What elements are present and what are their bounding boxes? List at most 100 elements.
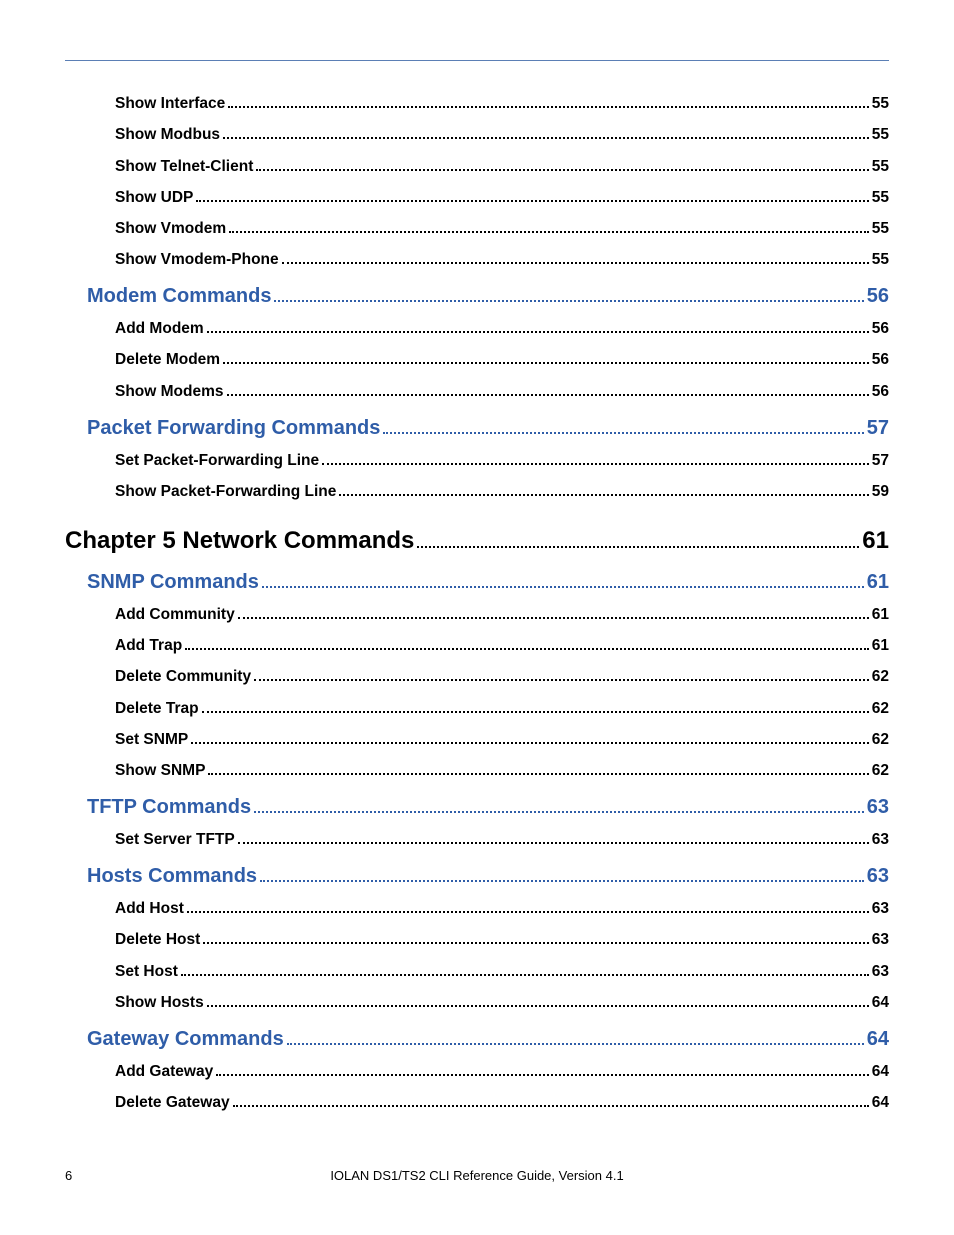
toc-label: Show Telnet-Client: [115, 158, 253, 176]
toc-page-number: 63: [872, 831, 889, 849]
toc-page-number: 57: [867, 417, 889, 440]
toc-leader-dots: [260, 865, 864, 882]
toc-leader-dots: [228, 95, 869, 108]
toc-leader-dots: [203, 931, 868, 944]
toc-container: Show Interface 55 Show Modbus 55 Show Telnet…: [65, 95, 889, 1165]
toc-entry[interactable]: Packet Forwarding Commands 57: [87, 417, 889, 440]
toc-page-number: 61: [862, 527, 889, 555]
toc-page-number: 62: [872, 731, 889, 749]
toc-label: Show Vmodem: [115, 220, 226, 238]
toc-entry[interactable]: Modem Commands 56: [87, 285, 889, 308]
toc-leader-dots: [238, 606, 869, 619]
toc-page-number: 62: [872, 762, 889, 780]
toc-entry[interactable]: Set Host63: [115, 962, 889, 980]
toc-entry[interactable]: Show UDP55: [115, 189, 889, 207]
toc-entry[interactable]: Delete Community 62: [115, 668, 889, 686]
toc-entry[interactable]: SNMP Commands 61: [87, 571, 889, 594]
toc-entry[interactable]: Delete Host 63: [115, 931, 889, 949]
toc-page-number: 59: [872, 483, 889, 501]
toc-entry[interactable]: Show Hosts64: [115, 994, 889, 1012]
toc-label: Add Host: [115, 900, 184, 918]
toc-page-number: 55: [872, 126, 889, 144]
toc-page-number: 63: [872, 900, 889, 918]
toc-label: TFTP Commands: [87, 796, 251, 819]
toc-leader-dots: [181, 962, 869, 975]
toc-leader-dots: [339, 483, 868, 496]
toc-entry[interactable]: Delete Modem 56: [115, 351, 889, 369]
toc-label: Delete Modem: [115, 351, 220, 369]
toc-entry[interactable]: Show Modems 56: [115, 382, 889, 400]
toc-label: Set Host: [115, 963, 178, 981]
toc-entry[interactable]: Delete Gateway64: [115, 1094, 889, 1112]
toc-label: Show Interface: [115, 95, 225, 113]
toc-page-number: 56: [872, 351, 889, 369]
toc-page-number: 55: [872, 220, 889, 238]
toc-entry[interactable]: Chapter 5 Network Commands61: [65, 527, 889, 555]
toc-page-number: 55: [872, 251, 889, 269]
toc-leader-dots: [216, 1063, 869, 1076]
toc-label: Set SNMP: [115, 731, 188, 749]
toc-label: Delete Host: [115, 931, 200, 949]
toc-page-number: 62: [872, 668, 889, 686]
toc-entry[interactable]: Show Packet-Forwarding Line59: [115, 483, 889, 501]
toc-page-number: 56: [867, 285, 889, 308]
toc-entry[interactable]: Set Packet-Forwarding Line 57: [115, 452, 889, 470]
toc-label: Delete Gateway: [115, 1094, 230, 1112]
toc-entry[interactable]: Hosts Commands63: [87, 865, 889, 888]
toc-page-number: 55: [872, 95, 889, 113]
toc-leader-dots: [208, 762, 868, 775]
toc-entry[interactable]: Add Trap61: [115, 637, 889, 655]
toc-page-number: 63: [872, 931, 889, 949]
toc-label: Add Gateway: [115, 1063, 213, 1081]
toc-entry[interactable]: Show SNMP 62: [115, 762, 889, 780]
footer: 6 IOLAN DS1/TS2 CLI Reference Guide, Ver…: [65, 1165, 889, 1185]
toc-entry[interactable]: Add Community 61: [115, 606, 889, 624]
page: Show Interface 55 Show Modbus 55 Show Telnet…: [0, 0, 954, 1235]
toc-entry[interactable]: TFTP Commands 63: [87, 796, 889, 819]
toc-leader-dots: [229, 220, 869, 233]
toc-entry[interactable]: Delete Trap 62: [115, 699, 889, 717]
toc-page-number: 61: [872, 606, 889, 624]
toc-entry[interactable]: Add Host 63: [115, 900, 889, 918]
toc-entry[interactable]: Add Modem 56: [115, 320, 889, 338]
toc-leader-dots: [287, 1028, 864, 1045]
toc-leader-dots: [202, 699, 869, 712]
toc-entry[interactable]: Show Interface 55: [115, 95, 889, 113]
toc-page-number: 62: [872, 700, 889, 718]
toc-entry[interactable]: Show Telnet-Client55: [115, 157, 889, 175]
toc-label: Add Modem: [115, 320, 204, 338]
toc-leader-dots: [322, 452, 869, 465]
toc-label: Set Server TFTP: [115, 831, 235, 849]
toc-page-number: 57: [872, 452, 889, 470]
toc-label: Packet Forwarding Commands: [87, 417, 380, 440]
toc-entry[interactable]: Set SNMP 62: [115, 731, 889, 749]
toc-leader-dots: [223, 126, 869, 139]
toc-label: Show Modems: [115, 383, 224, 401]
toc-page-number: 56: [872, 383, 889, 401]
toc-label: Delete Trap: [115, 700, 199, 718]
toc-entry[interactable]: Show Vmodem-Phone 55: [115, 251, 889, 269]
toc-leader-dots: [254, 796, 864, 813]
toc-label: Show Modbus: [115, 126, 220, 144]
toc-leader-dots: [207, 320, 869, 333]
toc-leader-dots: [196, 189, 868, 202]
toc-entry[interactable]: Add Gateway64: [115, 1063, 889, 1081]
toc-label: Show SNMP: [115, 762, 205, 780]
toc-label: Set Packet-Forwarding Line: [115, 452, 319, 470]
toc-page-number: 63: [867, 865, 889, 888]
toc-label: Show Vmodem-Phone: [115, 251, 279, 269]
toc-label: Delete Community: [115, 668, 251, 686]
toc-page-number: 63: [867, 796, 889, 819]
toc-leader-dots: [191, 731, 869, 744]
toc-label: SNMP Commands: [87, 571, 259, 594]
toc-page-number: 56: [872, 320, 889, 338]
toc-entry[interactable]: Gateway Commands64: [87, 1028, 889, 1051]
toc-label: Modem Commands: [87, 285, 271, 308]
toc-entry[interactable]: Show Modbus 55: [115, 126, 889, 144]
toc-leader-dots: [417, 528, 859, 548]
toc-entry[interactable]: Show Vmodem 55: [115, 220, 889, 238]
toc-entry[interactable]: Set Server TFTP 63: [115, 831, 889, 849]
toc-page-number: 61: [867, 571, 889, 594]
toc-label: Add Community: [115, 606, 235, 624]
toc-leader-dots: [207, 994, 869, 1007]
